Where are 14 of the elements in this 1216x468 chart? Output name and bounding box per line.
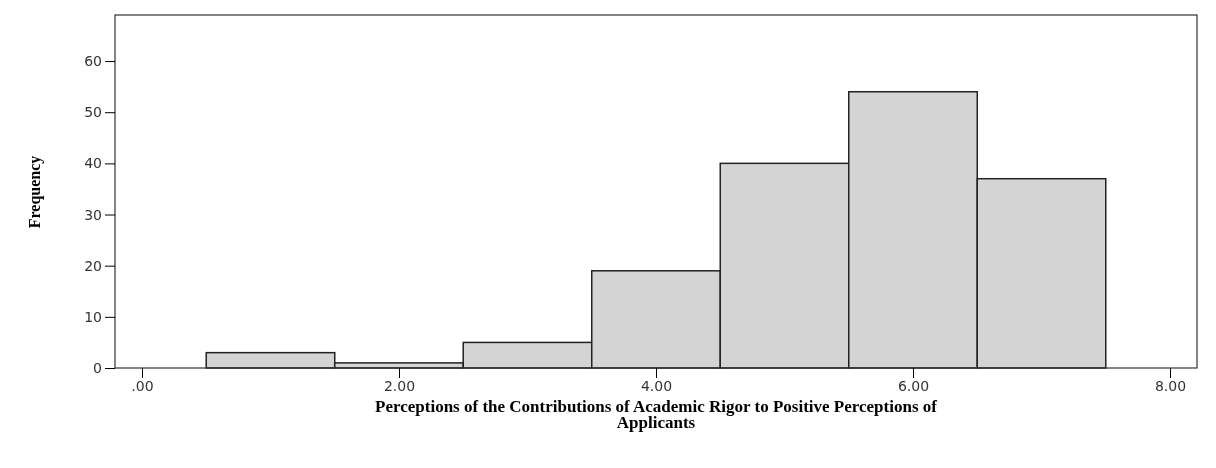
y-tick-label: 40: [84, 155, 102, 172]
y-tick-label: 50: [84, 104, 102, 121]
y-tick-label: 60: [84, 53, 102, 70]
x-tick-label: .00: [131, 377, 154, 394]
x-tick-label: 4.00: [640, 377, 673, 394]
x-tick-label: 6.00: [897, 377, 930, 394]
y-tick-label: 10: [84, 308, 102, 325]
y-tick-label: 30: [84, 206, 102, 223]
x-tick-label: 2.00: [383, 377, 416, 394]
y-tick-label: 0: [93, 359, 102, 376]
x-axis-title: Perceptions of the Contributions of Academic Rigor to Positive Perceptions of Applicants: [375, 397, 938, 432]
y-tick-label: 20: [84, 257, 102, 274]
y-axis-title: Frequency: [26, 155, 44, 229]
x-tick-label: 8.00: [1154, 377, 1187, 394]
